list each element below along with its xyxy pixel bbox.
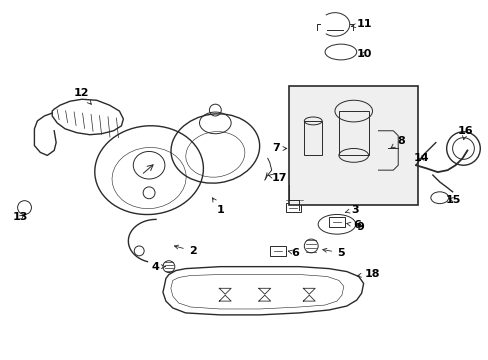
Bar: [289, 86, 417, 204]
Text: 18: 18: [357, 269, 380, 279]
Text: 14: 14: [413, 153, 429, 163]
Text: 17: 17: [268, 173, 287, 183]
Text: 11: 11: [350, 19, 371, 30]
Text: 15: 15: [445, 195, 460, 205]
Text: 6: 6: [288, 248, 299, 258]
Bar: [304, 121, 322, 156]
Text: 8: 8: [390, 136, 404, 148]
Text: 2: 2: [174, 245, 196, 256]
Text: 13: 13: [13, 212, 28, 222]
Text: 10: 10: [356, 49, 371, 59]
Text: 6: 6: [346, 220, 360, 230]
Bar: [328, 217, 344, 227]
Text: 1: 1: [212, 198, 224, 215]
Text: 7: 7: [271, 144, 286, 153]
Text: 4: 4: [151, 262, 165, 272]
Text: 16: 16: [457, 126, 472, 140]
Bar: [285, 203, 301, 212]
Bar: [269, 246, 285, 256]
Text: 5: 5: [322, 248, 344, 258]
Text: 3: 3: [345, 204, 358, 215]
Text: 12: 12: [74, 88, 91, 104]
Bar: [338, 111, 368, 156]
Text: 9: 9: [356, 222, 364, 232]
